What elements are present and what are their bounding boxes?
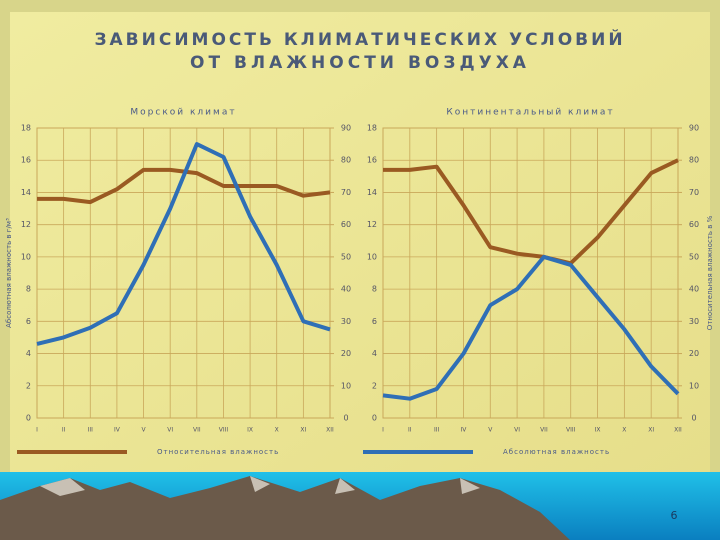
y-axis-label: Абсолютная влажность в г/м³	[5, 218, 13, 328]
y-tick-label: 4	[26, 349, 31, 358]
chart-title: Морской климат	[130, 108, 236, 118]
x-tick-label: I	[382, 427, 384, 434]
x-tick-label: VIII	[219, 427, 229, 434]
x-tick-label: III	[88, 427, 94, 434]
legend-label: Абсолютная влажность	[503, 448, 610, 456]
y2-tick-label: 80	[341, 156, 351, 165]
x-tick-label: IV	[114, 427, 121, 434]
y-tick-label: 2	[26, 381, 31, 390]
y2-tick-label: 0	[691, 414, 696, 423]
x-tick-label: VI	[514, 427, 520, 434]
y2-tick-label: 30	[341, 317, 351, 326]
x-tick-label: XII	[674, 427, 682, 434]
y2-tick-label: 20	[341, 349, 351, 358]
subtitle: ОТ ВЛАЖНОСТИ ВОЗДУХА	[190, 53, 530, 73]
y-tick-label: 0	[26, 414, 31, 423]
x-tick-label: III	[434, 427, 440, 434]
y2-tick-label: 20	[689, 349, 699, 358]
page-number: 6	[671, 509, 678, 522]
x-tick-label: VI	[167, 427, 173, 434]
x-tick-label: XII	[326, 427, 334, 434]
x-tick-label: XI	[648, 427, 654, 434]
y2-tick-label: 70	[341, 188, 351, 197]
chart-title: Континентальный климат	[446, 108, 614, 118]
y2-tick-label: 40	[341, 285, 351, 294]
x-tick-label: VIII	[566, 427, 576, 434]
y2-tick-label: 50	[689, 252, 699, 261]
y-tick-label: 14	[367, 188, 377, 197]
y2-tick-label: 90	[341, 124, 351, 133]
x-tick-label: II	[62, 427, 66, 434]
x-tick-label: VII	[193, 427, 201, 434]
y2-tick-label: 60	[689, 220, 699, 229]
y-tick-label: 16	[367, 156, 377, 165]
series-line	[382, 254, 680, 401]
y2-tick-label: 90	[689, 124, 699, 133]
mountains	[0, 476, 570, 540]
legend-label: Относительная влажность	[157, 448, 279, 456]
x-tick-label: IV	[461, 427, 468, 434]
y-tick-label: 12	[367, 220, 377, 229]
x-tick-label: X	[275, 427, 279, 434]
mountain-snow	[40, 476, 480, 496]
y-tick-label: 10	[367, 252, 377, 261]
y2-tick-label: 50	[341, 252, 351, 261]
y-tick-label: 12	[21, 220, 31, 229]
x-tick-label: XI	[300, 427, 306, 434]
x-tick-label: VII	[540, 427, 548, 434]
poster	[10, 12, 710, 482]
y-tick-label: 6	[26, 317, 31, 326]
series-line	[36, 142, 331, 346]
x-tick-label: X	[622, 427, 626, 434]
y2-tick-label: 80	[689, 156, 699, 165]
y-tick-label: 4	[372, 349, 377, 358]
y2-tick-label: 10	[341, 381, 351, 390]
x-tick-label: I	[36, 427, 38, 434]
x-tick-label: IX	[595, 427, 601, 434]
y-tick-label: 16	[21, 156, 31, 165]
title: ЗАВИСИМОСТЬ КЛИМАТИЧЕСКИХ УСЛОВИЙ	[94, 28, 625, 50]
series-line	[383, 158, 679, 266]
y2-tick-label: 30	[689, 317, 699, 326]
y2-tick-label: 10	[689, 381, 699, 390]
y-tick-label: 14	[21, 188, 31, 197]
y2-tick-label: 70	[689, 188, 699, 197]
y-tick-label: 18	[21, 124, 31, 133]
y-tick-label: 18	[367, 124, 377, 133]
y-tick-label: 2	[372, 381, 377, 390]
x-tick-label: II	[408, 427, 412, 434]
y-tick-label: 8	[372, 285, 377, 294]
y-tick-label: 6	[372, 317, 377, 326]
x-tick-label: IX	[247, 427, 253, 434]
y2-axis-label: Относительная влажность в %	[706, 215, 714, 330]
y2-tick-label: 60	[341, 220, 351, 229]
y2-tick-label: 40	[689, 285, 699, 294]
y-tick-label: 10	[21, 252, 31, 261]
y-tick-label: 8	[26, 285, 31, 294]
x-tick-label: V	[141, 427, 146, 434]
x-tick-label: V	[488, 427, 493, 434]
y2-tick-label: 0	[343, 414, 348, 423]
y-tick-label: 0	[372, 414, 377, 423]
